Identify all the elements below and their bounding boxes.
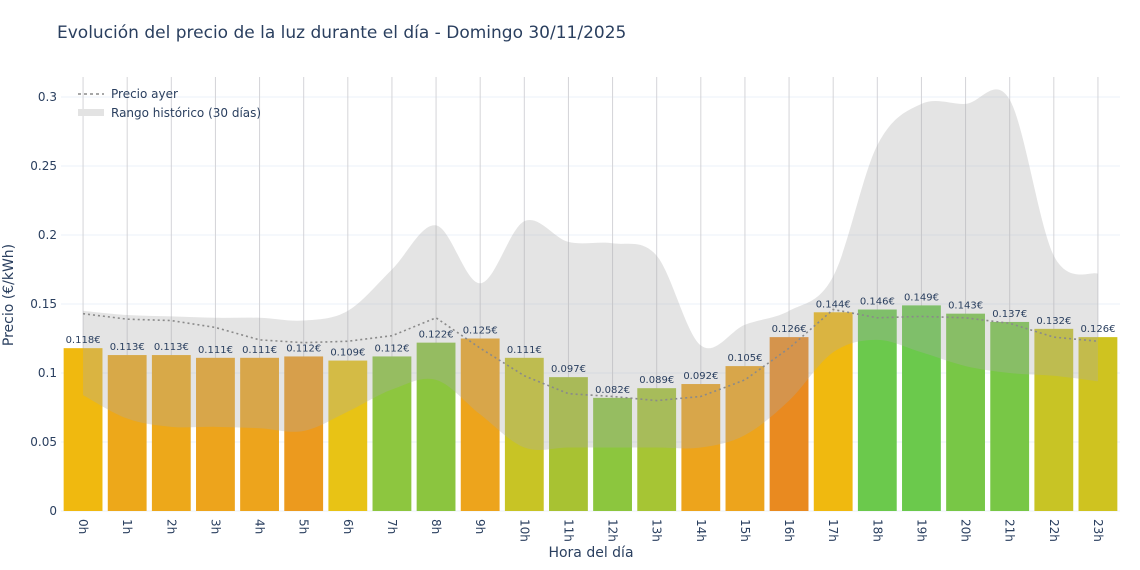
data-labels: 0.118€ 0.113€ 0.113€ 0.111€ 0.111€ 0.112€ 0.10…: [66, 292, 1116, 395]
y-tick-label: 0.05: [30, 435, 57, 449]
data-label: 0.137€: [992, 309, 1027, 320]
legend[interactable]: Precio ayer Rango histórico (30 días): [78, 87, 261, 120]
yesterday-price-line: [82, 308, 1099, 402]
x-axis-title: Hora del día: [548, 545, 633, 561]
y-axis-title: Precio (€/kWh): [1, 244, 17, 346]
x-tick-label: 21h: [1003, 519, 1017, 542]
bar-12h: [593, 397, 632, 511]
data-label: 0.112€: [374, 343, 409, 354]
historical-range-band: [83, 89, 1098, 450]
data-label: 0.111€: [198, 345, 233, 356]
data-label: 0.089€: [639, 375, 674, 386]
x-tick-label: 5h: [297, 519, 311, 534]
bar-0h: [63, 348, 103, 511]
data-label: 0.082€: [595, 385, 630, 396]
bar-3h: [196, 357, 235, 511]
bar-11h: [549, 377, 588, 511]
x-tick-label: 13h: [650, 519, 664, 542]
x-tick-label: 18h: [870, 519, 884, 542]
bar-4h: [240, 357, 279, 511]
bar-22h: [1034, 328, 1074, 511]
y-tick-label: 0: [49, 504, 57, 518]
x-tick-label: 16h: [782, 519, 796, 542]
bar-14h: [681, 384, 721, 511]
bar-6h: [328, 360, 368, 511]
y-tick-label: 0.25: [30, 159, 57, 173]
x-tick-label: 22h: [1047, 519, 1061, 542]
bar-7h: [372, 356, 412, 511]
x-tick-label: 8h: [429, 519, 443, 534]
y-tick-label: 0.3: [38, 90, 57, 104]
data-label: 0.113€: [154, 342, 189, 353]
data-label: 0.118€: [66, 335, 101, 346]
bar-1h: [107, 355, 147, 511]
x-tick-label: 23h: [1091, 519, 1105, 542]
data-label: 0.105€: [727, 353, 762, 364]
bar-9h: [460, 338, 500, 511]
x-tick-label: 15h: [738, 519, 752, 542]
bars: [63, 305, 1118, 511]
data-label: 0.132€: [1036, 316, 1071, 327]
y-axis-ticks: 0 0.05 0.1 0.15 0.2 0.25 0.3: [30, 90, 57, 518]
legend-band-icon: [78, 109, 104, 116]
data-label: 0.146€: [860, 297, 895, 308]
legend-item-range[interactable]: Rango histórico (30 días): [111, 106, 261, 120]
data-label: 0.149€: [904, 292, 939, 303]
x-tick-label: 19h: [914, 519, 928, 542]
data-label: 0.125€: [463, 326, 498, 337]
bar-20h: [946, 313, 985, 511]
bar-8h: [416, 342, 456, 511]
data-label: 0.143€: [948, 301, 983, 312]
x-axis-ticks: 0h 1h 2h 3h 4h 5h 6h 7h 8h 9h 10h 11h 12h 13h 14h 15h 16…: [76, 519, 1105, 542]
x-tick-label: 6h: [341, 519, 355, 534]
bar-2h: [151, 355, 191, 511]
x-tick-label: 4h: [253, 519, 267, 534]
bar-18h: [857, 309, 897, 511]
x-tick-label: 14h: [694, 519, 708, 542]
historical-range-area: [83, 89, 1098, 450]
bar-21h: [990, 321, 1030, 511]
x-tick-label: 17h: [826, 519, 840, 542]
data-label: 0.122€: [419, 330, 454, 341]
data-label: 0.111€: [507, 345, 542, 356]
bar-13h: [637, 388, 677, 511]
bar-15h: [725, 366, 765, 511]
data-label: 0.113€: [110, 342, 145, 353]
x-tick-label: 2h: [164, 519, 178, 534]
x-tick-label: 3h: [208, 519, 222, 534]
bar-16h: [769, 337, 809, 511]
data-label: 0.109€: [330, 348, 365, 359]
bar-23h: [1078, 337, 1118, 511]
x-tick-label: 9h: [473, 519, 487, 534]
y-tick-label: 0.1: [38, 366, 57, 380]
x-tick-label: 11h: [561, 519, 575, 542]
y-tick-label: 0.15: [30, 297, 57, 311]
bar-19h: [902, 305, 941, 511]
data-label: 0.111€: [242, 345, 277, 356]
data-label: 0.112€: [286, 343, 321, 354]
x-tick-label: 0h: [76, 519, 90, 534]
x-tick-label: 10h: [517, 519, 531, 542]
bar-17h: [813, 312, 853, 511]
legend-item-yesterday[interactable]: Precio ayer: [111, 87, 178, 101]
x-tick-label: 1h: [120, 519, 134, 534]
x-tick-label: 12h: [606, 519, 620, 542]
data-label: 0.126€: [1080, 324, 1115, 335]
bar-5h: [284, 356, 324, 511]
bar-10h: [504, 357, 544, 511]
data-label: 0.126€: [772, 324, 807, 335]
chart-title: Evolución del precio de la luz durante e…: [57, 23, 626, 43]
yesterday-line: [82, 308, 1099, 402]
data-label: 0.144€: [816, 299, 851, 310]
x-tick-label: 7h: [385, 519, 399, 534]
data-label: 0.092€: [683, 371, 718, 382]
x-tick-label: 20h: [959, 519, 973, 542]
data-label: 0.097€: [551, 364, 586, 375]
y-tick-label: 0.2: [38, 228, 57, 242]
